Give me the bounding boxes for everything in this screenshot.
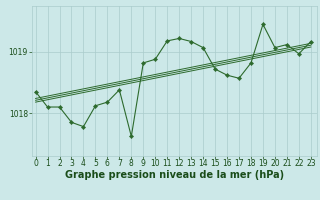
X-axis label: Graphe pression niveau de la mer (hPa): Graphe pression niveau de la mer (hPa) bbox=[65, 170, 284, 180]
